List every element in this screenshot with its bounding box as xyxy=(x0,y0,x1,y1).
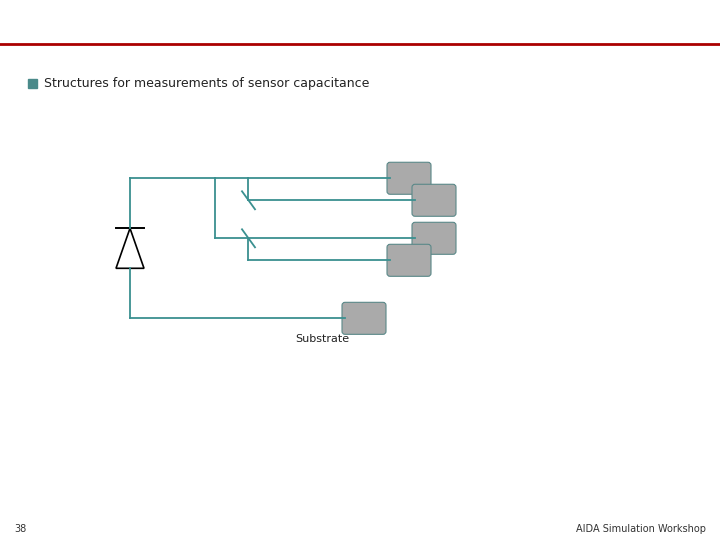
Text: ADL: ADL xyxy=(687,11,709,21)
Text: 38: 38 xyxy=(14,524,27,534)
Text: ■KIT: ■KIT xyxy=(11,11,39,21)
Text: Test structures: Test structures xyxy=(284,11,436,29)
FancyBboxPatch shape xyxy=(342,302,386,334)
FancyBboxPatch shape xyxy=(387,244,431,276)
Text: AIDA Simulation Workshop: AIDA Simulation Workshop xyxy=(575,524,706,534)
Text: Structures for measurements of sensor capacitance: Structures for measurements of sensor ca… xyxy=(44,77,369,90)
FancyBboxPatch shape xyxy=(412,184,456,217)
FancyBboxPatch shape xyxy=(412,222,456,254)
Bar xyxy=(28,79,37,88)
FancyBboxPatch shape xyxy=(387,162,431,194)
Text: Substrate: Substrate xyxy=(295,334,349,345)
